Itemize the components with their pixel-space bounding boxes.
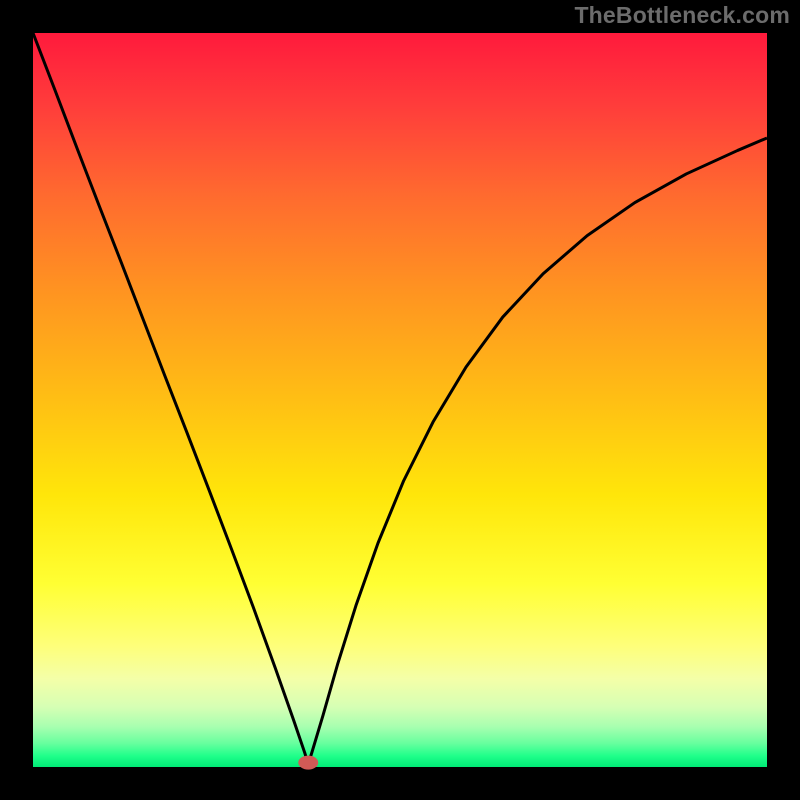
chart-root: TheBottleneck.com [0,0,800,800]
optimal-point-marker [298,756,318,770]
watermark-text: TheBottleneck.com [574,2,790,29]
plot-area [33,33,767,767]
bottleneck-chart [0,0,800,800]
